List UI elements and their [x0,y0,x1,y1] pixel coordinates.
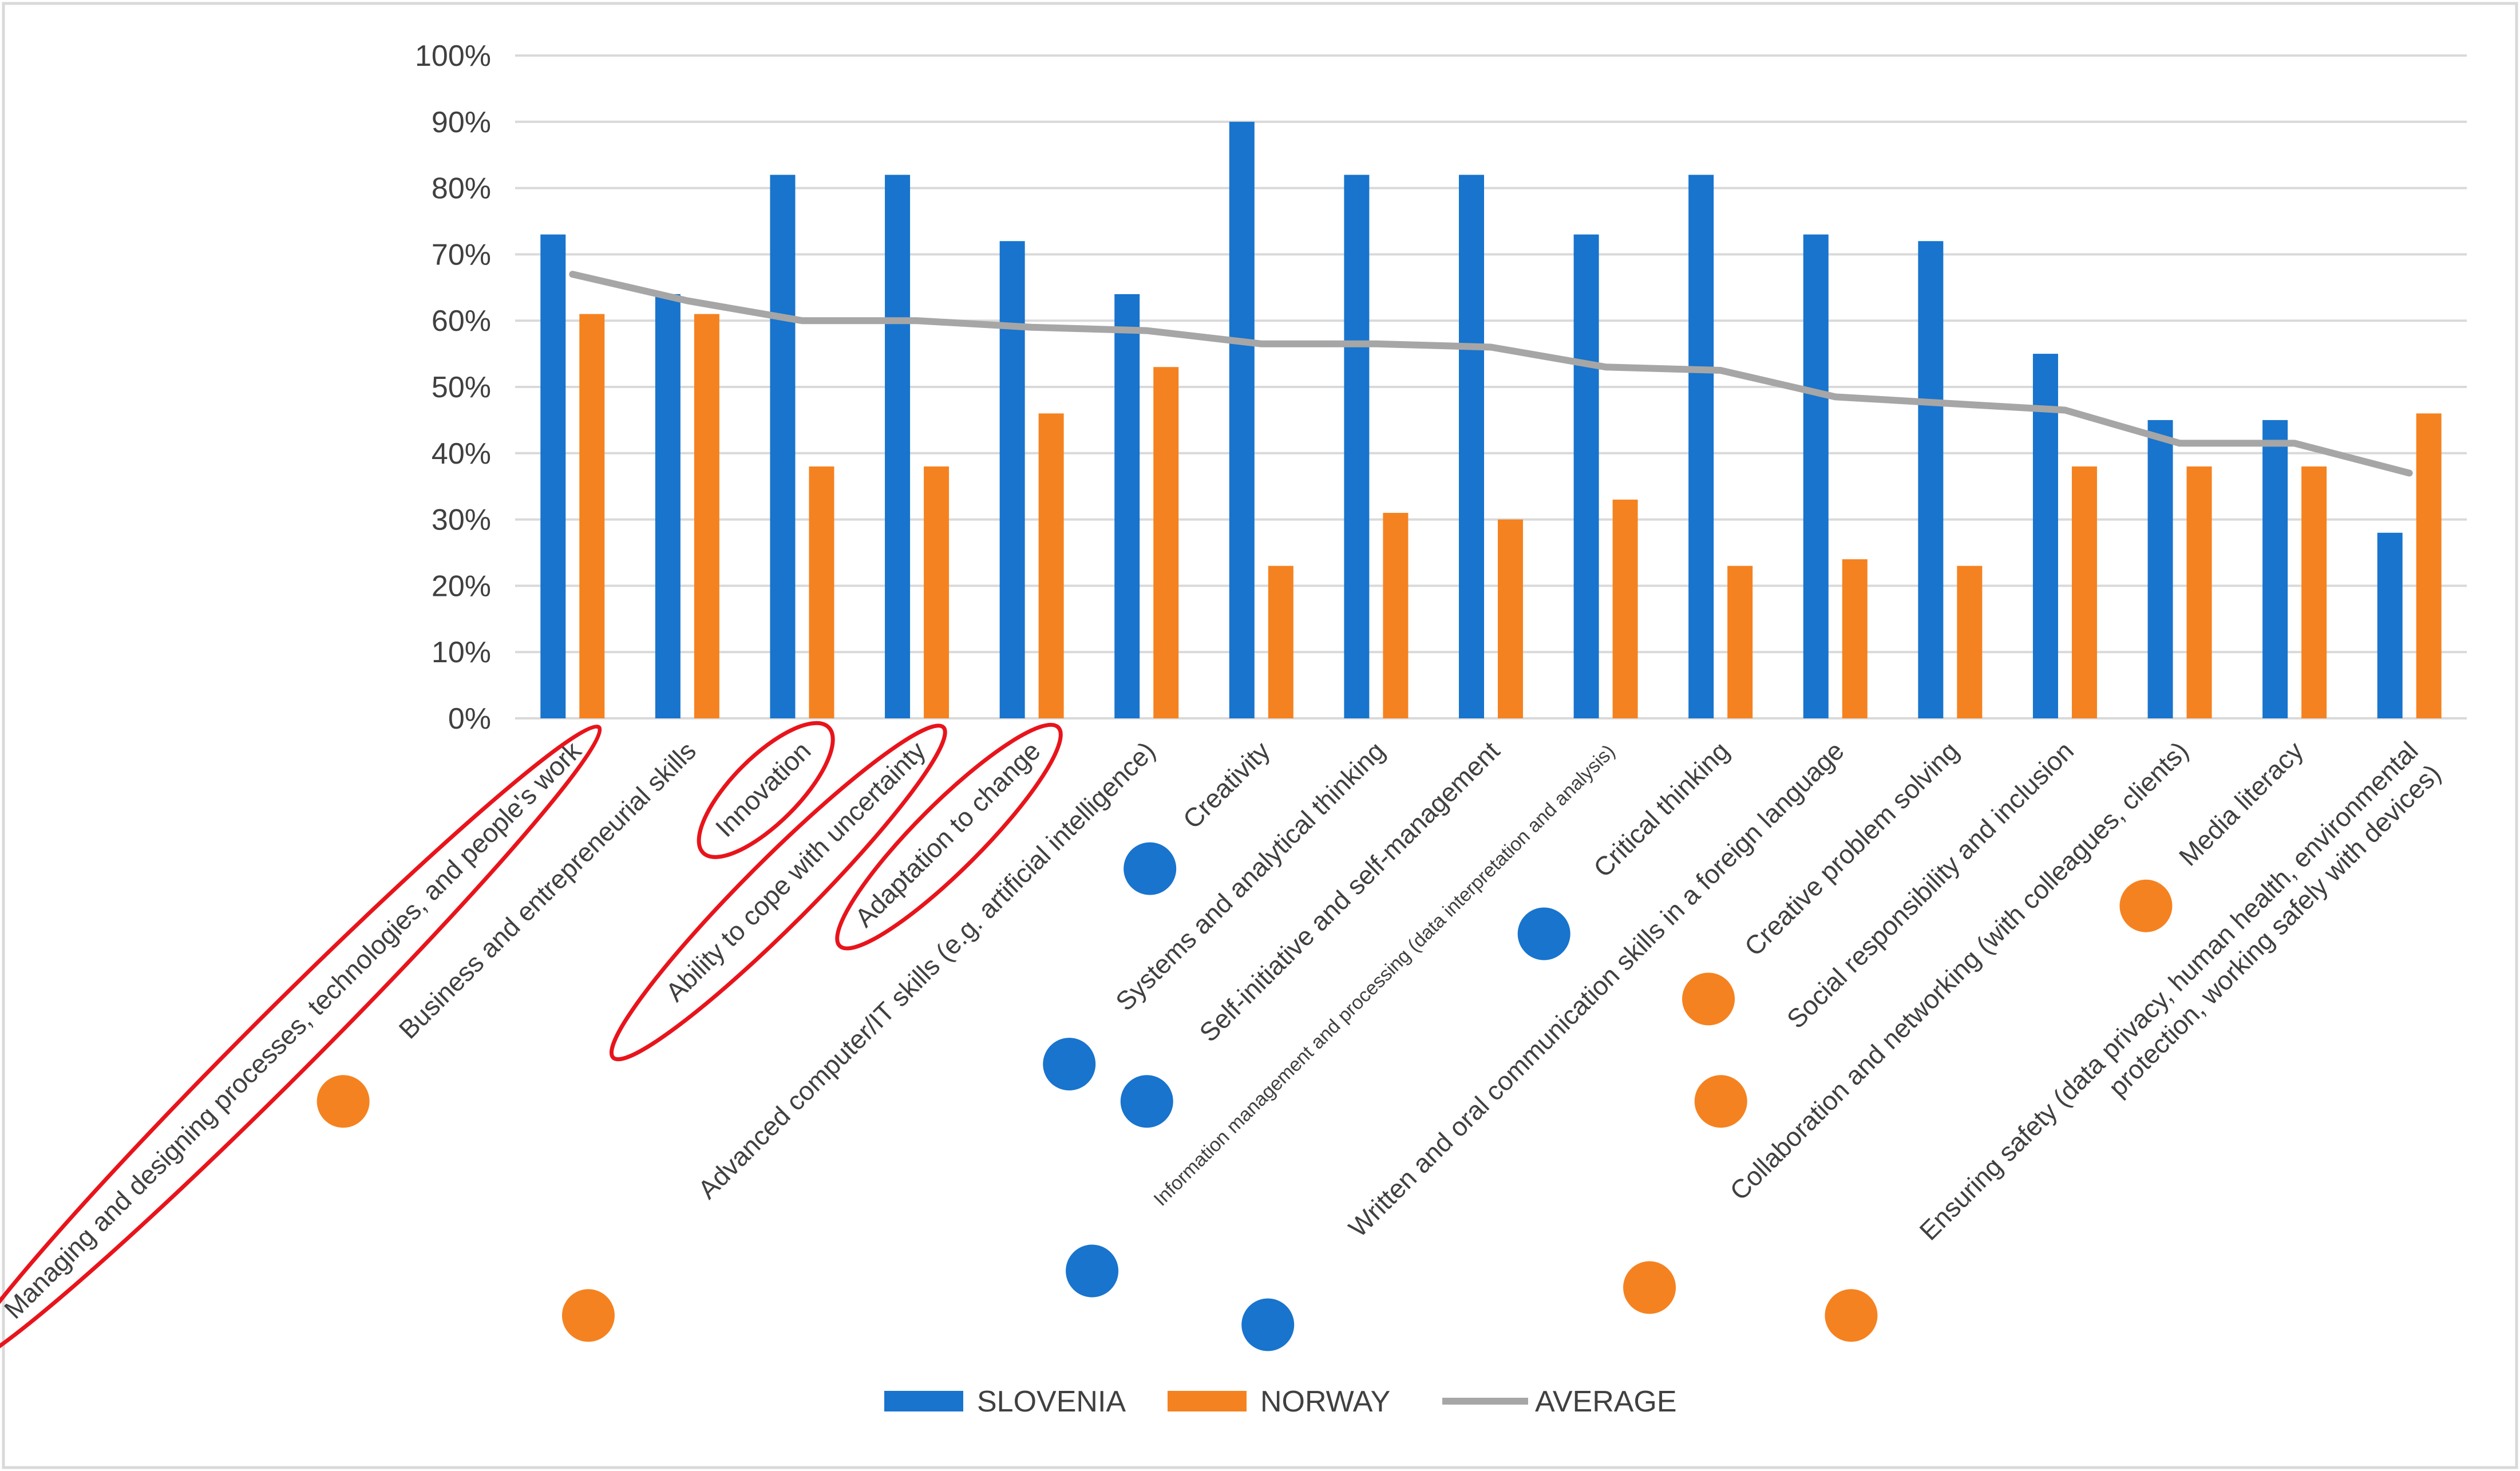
legend-label-average: AVERAGE [1535,1385,1677,1418]
category-marker-dot [1066,1244,1119,1298]
annotations [0,721,2173,1368]
legend-label-norway: NORWAY [1260,1385,1390,1418]
bar-slovenia [540,234,566,718]
bar-slovenia [1114,294,1140,718]
bar-norway [1268,566,1293,718]
bar-norway [1842,559,1868,718]
bar-norway [1383,513,1409,718]
average-line-path [569,271,2413,477]
bar-slovenia [999,241,1025,718]
bar-norway [1038,413,1064,718]
legend-swatch-norway [1168,1391,1247,1411]
bar-slovenia [2377,532,2403,718]
y-tick-label: 80% [432,172,491,205]
category-marker-dot [1623,1261,1676,1314]
bar-norway [694,314,719,718]
category-marker-dot [1043,1038,1096,1091]
average-line [569,271,2413,477]
category-marker-dot [561,1289,615,1342]
bar-slovenia [655,294,681,718]
bar-norway [2186,466,2212,718]
y-tick-label: 20% [432,570,491,603]
highlight-ellipse [0,724,602,1368]
category-marker-dot [2119,879,2173,932]
bar-norway [1957,566,1983,718]
bar-norway [809,466,834,718]
category-marker-dot [1694,1075,1747,1128]
bar-slovenia [770,175,796,718]
y-axis-ticks: 0% 10% 20% 30% 40% 50% 60% 70% 80% 90% 100% [415,39,491,736]
category-marker-dot [317,1075,370,1128]
y-tick-label: 60% [432,305,491,338]
bar-slovenia [1229,121,1255,718]
y-tick-label: 0% [448,702,491,736]
bar-norway [2071,466,2097,718]
bar-slovenia [1344,175,1370,718]
bar-norway [2416,413,2442,718]
y-tick-label: 30% [432,504,491,537]
bar-norway [1727,566,1753,718]
y-tick-label: 40% [432,437,491,470]
bar-slovenia [1918,241,1944,718]
legend-swatch-slovenia [884,1391,963,1411]
highlight-ellipse [835,722,1063,951]
category-marker-dot [1120,1075,1173,1128]
legend: SLOVENIA NORWAY AVERAGE [884,1385,1677,1418]
highlight-ellipse [697,721,835,859]
y-tick-label: 50% [432,371,491,404]
bar-norway [924,466,950,718]
bar-slovenia [1803,234,1829,718]
category-marker-dot [1517,907,1570,960]
bar-norway [2301,466,2327,718]
bar-slovenia [2262,420,2288,718]
category-marker-dot [1825,1289,1878,1342]
y-tick-label: 90% [432,106,491,139]
bar-slovenia [1573,234,1599,718]
y-tick-label: 70% [432,238,491,271]
bar-slovenia [2147,420,2173,718]
bar-slovenia [1459,175,1484,718]
bar-slovenia [1688,175,1714,718]
bar-slovenia [2032,354,2058,718]
legend-label-slovenia: SLOVENIA [977,1385,1126,1418]
y-tick-label: 10% [432,636,491,669]
category-marker-dot [1123,842,1177,895]
bars [540,121,2442,718]
bar-norway [1153,367,1179,718]
y-tick-label: 100% [415,39,491,73]
highlight-ellipse [609,723,947,1062]
bar-norway [1498,519,1523,718]
bar-norway [1612,499,1638,718]
bar-norway [579,314,605,718]
category-marker-dot [1241,1298,1295,1351]
bar-slovenia [885,175,911,718]
category-marker-dot [1682,972,1735,1026]
